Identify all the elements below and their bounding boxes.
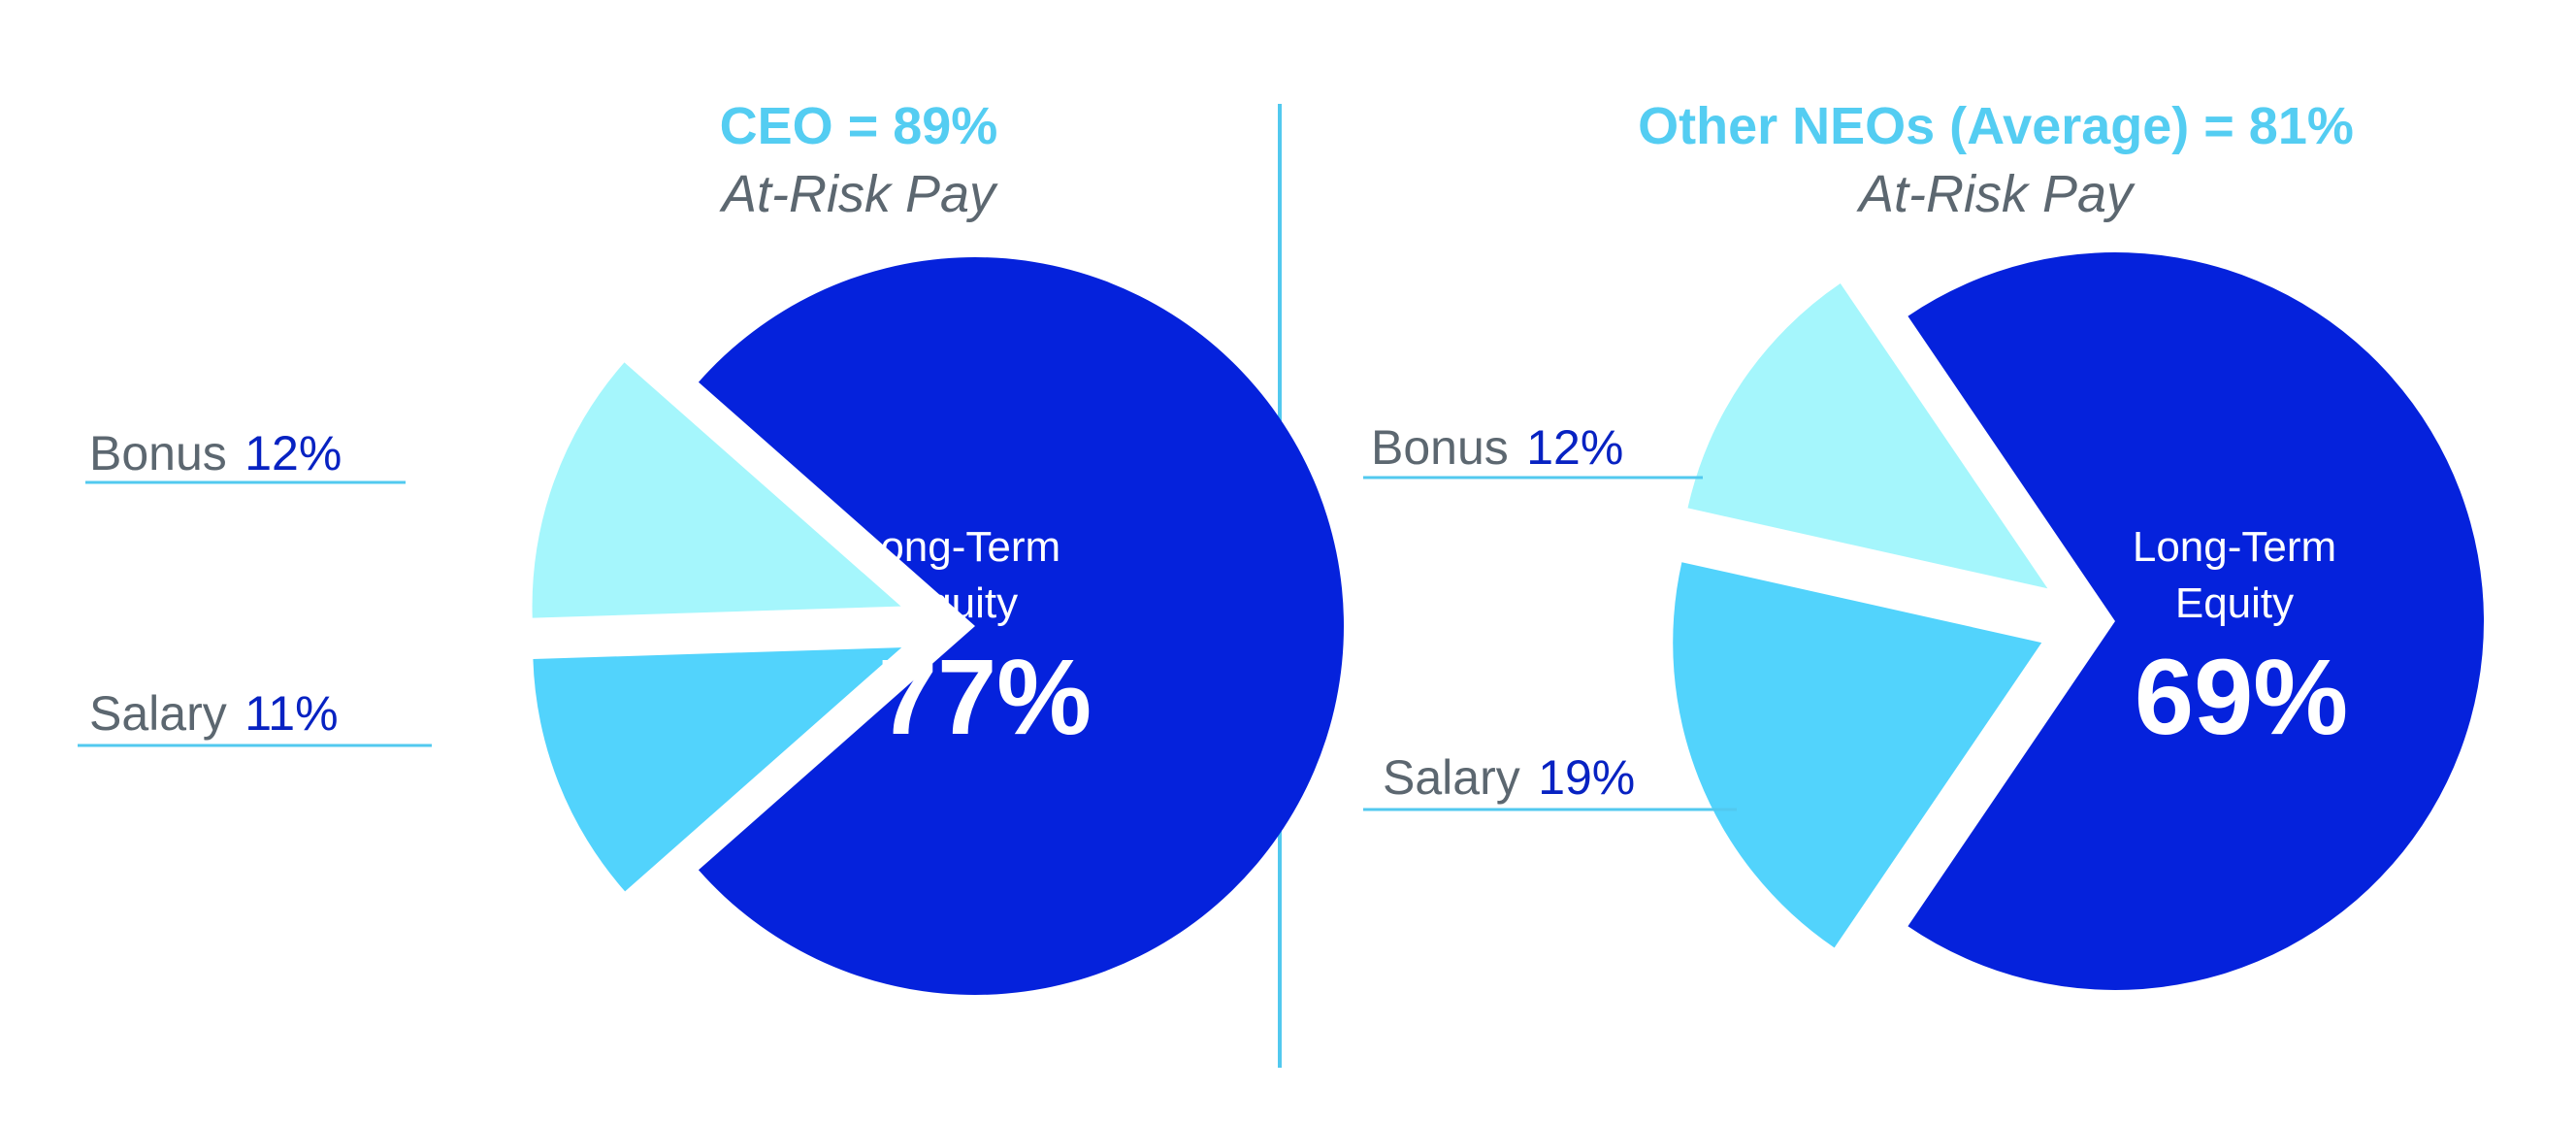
neo-salary-label: Salary 19%: [1383, 750, 1635, 805]
ceo-chart-subtitle: At-Risk Pay: [719, 165, 998, 223]
neo-chart-title: Other NEOs (Average) = 81%: [1638, 97, 2354, 155]
ceo-salary-value: 11%: [245, 686, 338, 741]
neo-bonus-slice: [1687, 282, 2048, 589]
ceo-salary-slice: [533, 647, 902, 892]
ceo-bonus-label: Bonus 12%: [89, 426, 342, 480]
ceo-salary-label: Salary 11%: [89, 686, 339, 741]
ceo-bonus-slice: [532, 362, 901, 618]
neo-equity-label-line-2: Equity: [2175, 579, 2294, 627]
neo-pie-chart: Other NEOs (Average) = 81% At-Risk Pay B…: [1363, 97, 2484, 990]
ceo-equity-label-line-1: Long-Term: [857, 523, 1060, 571]
neo-bonus-label: Bonus 12%: [1371, 420, 1623, 475]
neo-equity-slice: [1908, 252, 2484, 990]
neo-chart-subtitle: At-Risk Pay: [1856, 165, 2136, 223]
neo-salary-slice: [1673, 562, 2042, 948]
neo-bonus-name: Bonus: [1371, 420, 1509, 475]
ceo-pie-chart: CEO = 89% At-Risk Pay Bonus 12% Salary 1…: [78, 97, 1344, 995]
neo-salary-name: Salary: [1383, 750, 1520, 805]
ceo-equity-slice: [698, 257, 1344, 995]
neo-equity-label-line-1: Long-Term: [2133, 523, 2336, 571]
neo-equity-value: 69%: [2135, 638, 2348, 757]
neo-bonus-value: 12%: [1526, 420, 1623, 475]
ceo-bonus-name: Bonus: [89, 426, 227, 480]
ceo-bonus-value: 12%: [245, 426, 342, 480]
ceo-salary-name: Salary: [89, 686, 227, 741]
neo-salary-value: 19%: [1538, 750, 1635, 805]
ceo-equity-label-line-2: Equity: [899, 579, 1018, 627]
ceo-pie-slices: [532, 257, 1344, 995]
ceo-chart-title: CEO = 89%: [720, 97, 998, 155]
neo-pie-slices: [1673, 252, 2484, 990]
ceo-equity-value: 77%: [878, 638, 1092, 757]
